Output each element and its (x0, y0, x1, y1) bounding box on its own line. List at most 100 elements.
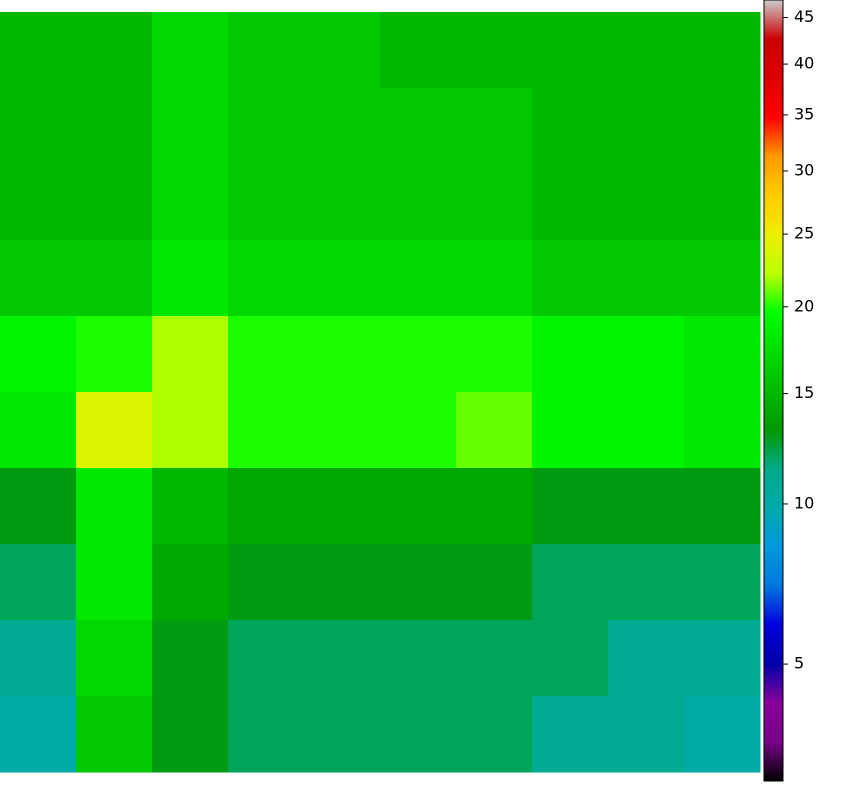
heat-cell (152, 392, 229, 469)
heat-cell (684, 696, 761, 773)
heat-cell (76, 544, 153, 621)
heat-cell (532, 392, 609, 469)
heat-cell (380, 316, 457, 393)
heat-cell (304, 696, 381, 773)
heat-cell (76, 696, 153, 773)
heat-cell (228, 316, 305, 393)
heat-cell (304, 316, 381, 393)
heat-cell (456, 164, 533, 241)
heat-cell (532, 88, 609, 165)
colorbar-tick-label: 30 (794, 160, 814, 179)
heat-cell (380, 12, 457, 89)
heat-cell (684, 164, 761, 241)
heat-cell (152, 468, 229, 545)
heat-cell (304, 240, 381, 317)
heat-cell (0, 544, 77, 621)
colorbar (763, 0, 784, 782)
heat-cell (380, 164, 457, 241)
heat-cell (380, 544, 457, 621)
heat-cell (152, 316, 229, 393)
heat-cell (228, 240, 305, 317)
heat-cell (76, 316, 153, 393)
heat-cell (152, 164, 229, 241)
heat-cell (380, 392, 457, 469)
heat-cell (608, 392, 685, 469)
heat-cell (304, 392, 381, 469)
heat-cell (304, 544, 381, 621)
heat-cell (684, 316, 761, 393)
heat-cell (304, 620, 381, 697)
colorbar-tick-label: 10 (794, 493, 814, 512)
heat-cell (0, 620, 77, 697)
heat-cell (532, 164, 609, 241)
heat-cell (228, 620, 305, 697)
heat-cell (684, 12, 761, 89)
heat-cell (380, 620, 457, 697)
heat-cell (532, 316, 609, 393)
heat-cell (152, 240, 229, 317)
heat-cell (76, 12, 153, 89)
heat-cell (608, 316, 685, 393)
colorbar-tick-label: 15 (794, 383, 814, 402)
heat-cell (456, 316, 533, 393)
heat-cell (76, 88, 153, 165)
heat-cell (608, 240, 685, 317)
heat-cell (456, 12, 533, 89)
heat-cell (228, 392, 305, 469)
heat-cell (76, 240, 153, 317)
heat-cell (380, 240, 457, 317)
heat-cell (608, 88, 685, 165)
heat-cell (76, 392, 153, 469)
heat-cell (608, 468, 685, 545)
heat-cell (532, 468, 609, 545)
heat-cell (76, 620, 153, 697)
heat-cell (608, 696, 685, 773)
heat-cell (456, 696, 533, 773)
heat-cell (152, 88, 229, 165)
heat-cell (380, 88, 457, 165)
colorbar-tick-label: 20 (794, 296, 814, 315)
heat-cell (684, 468, 761, 545)
heat-cell (456, 392, 533, 469)
heat-cell (76, 164, 153, 241)
heat-cell (380, 696, 457, 773)
heat-cell (0, 316, 77, 393)
heat-cell (456, 544, 533, 621)
heat-cell (228, 468, 305, 545)
heat-cell (532, 12, 609, 89)
colorbar-tick-label: 35 (794, 104, 814, 123)
heat-cell (684, 392, 761, 469)
heat-cell (684, 240, 761, 317)
colorbar-tick-label: 45 (794, 7, 814, 26)
heat-cell (152, 12, 229, 89)
heat-cell (532, 240, 609, 317)
colorbar-tick-label: 40 (794, 54, 814, 73)
colorbar-tick-label: 25 (794, 224, 814, 243)
heat-cell (608, 620, 685, 697)
heat-cell (0, 88, 77, 165)
heat-cell (0, 392, 77, 469)
heat-cell (76, 468, 153, 545)
heat-cell (228, 164, 305, 241)
heat-cell (684, 620, 761, 697)
heat-cell (228, 88, 305, 165)
heat-cell (608, 544, 685, 621)
heat-cell (228, 12, 305, 89)
heat-cell (152, 696, 229, 773)
heat-cell (228, 696, 305, 773)
heat-cell (304, 88, 381, 165)
heat-cell (380, 468, 457, 545)
heat-cell (304, 12, 381, 89)
heat-cell (684, 544, 761, 621)
heat-cell (608, 12, 685, 89)
heat-cell (456, 620, 533, 697)
heat-cell (0, 12, 77, 89)
heat-cell (0, 164, 77, 241)
colorbar-tick-label: 5 (794, 654, 804, 673)
heat-cell (456, 468, 533, 545)
heat-cell (684, 88, 761, 165)
heat-cell (456, 240, 533, 317)
heat-cell (0, 468, 77, 545)
